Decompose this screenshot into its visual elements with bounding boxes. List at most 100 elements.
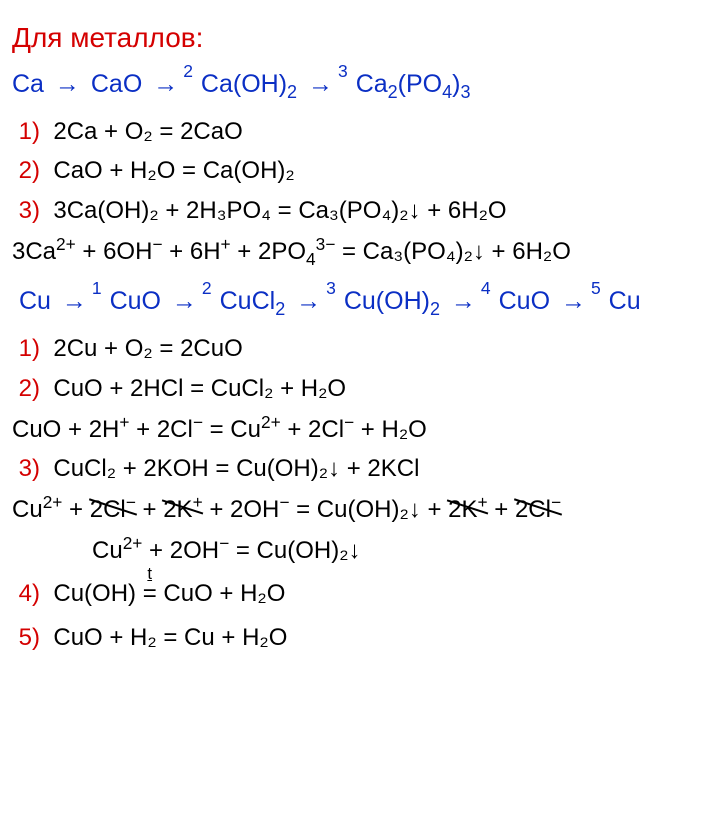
sub: 2 bbox=[275, 299, 285, 319]
cancelled-term: 2K+ bbox=[448, 489, 487, 528]
t: 3Ca bbox=[12, 238, 56, 265]
t: + 6H bbox=[163, 238, 221, 265]
chain1-node-3: Ca bbox=[356, 70, 388, 98]
t: + 2Cl bbox=[281, 416, 344, 443]
t: 2K bbox=[448, 496, 477, 523]
eq-body: 2Cu + O₂ = 2CuO bbox=[53, 335, 242, 362]
chain1-node-4: (PO bbox=[398, 70, 442, 98]
eq-body: CaO + H₂O = Ca(OH)₂ bbox=[53, 157, 294, 184]
t: = Cu(OH)₂↓ bbox=[229, 537, 360, 564]
chain1-node-1: CaO bbox=[91, 70, 142, 98]
step-label: 2 bbox=[183, 61, 193, 81]
chain2-node-2: CuCl bbox=[220, 287, 276, 315]
t: Cu(OH) bbox=[53, 580, 142, 607]
charge: + bbox=[221, 234, 231, 254]
eq-2-8: 5) CuO + H₂ = Cu + H₂O bbox=[12, 619, 708, 656]
sub: 4 bbox=[306, 249, 316, 269]
t: + 2OH bbox=[203, 496, 280, 523]
t: + 6OH bbox=[76, 238, 153, 265]
charge: − bbox=[126, 492, 136, 512]
eq-num: 3) bbox=[19, 455, 40, 482]
eq-body: 3Ca(OH)₂ + 2H₃PO₄ = Ca₃(PO₄)₂↓ + 6H₂O bbox=[53, 197, 506, 224]
cancelled-term: 2Cl− bbox=[515, 489, 561, 528]
charge: − bbox=[344, 412, 354, 432]
arrow-icon: → bbox=[55, 65, 80, 104]
t: + 2Cl bbox=[129, 416, 192, 443]
eq-num: 2) bbox=[19, 157, 40, 184]
charge: − bbox=[551, 492, 561, 512]
chain1-node-2: Ca(OH) bbox=[201, 70, 287, 98]
t: = Cu bbox=[203, 416, 261, 443]
eq-2-6-ionic-net: Cu2+ + 2OH− = Cu(OH)₂↓ bbox=[12, 530, 708, 569]
page-title: Для металлов: bbox=[12, 16, 708, 59]
step-label: 4 bbox=[481, 278, 491, 298]
charge: 3− bbox=[316, 234, 336, 254]
charge: − bbox=[279, 492, 289, 512]
t: + bbox=[488, 496, 515, 523]
sub: 4 bbox=[442, 82, 452, 102]
t: 2Cl bbox=[515, 496, 551, 523]
eq-2-2: 2) CuO + 2HCl = CuCl₂ + H₂O bbox=[12, 370, 708, 407]
chain-2: Cu →1 CuO →2 CuCl2 →3 Cu(OH)2 →4 CuO →5 … bbox=[12, 282, 708, 324]
charge: − bbox=[219, 533, 229, 553]
sub: 2 bbox=[430, 299, 440, 319]
charge: − bbox=[193, 412, 203, 432]
eq-num: 1) bbox=[19, 335, 40, 362]
arrow-icon: → bbox=[172, 282, 197, 321]
arrow-icon: → bbox=[561, 282, 586, 321]
eq-2-1: 1) 2Cu + O₂ = 2CuO bbox=[12, 330, 708, 367]
charge: − bbox=[152, 234, 162, 254]
eq-1-3: 3) 3Ca(OH)₂ + 2H₃PO₄ = Ca₃(PO₄)₂↓ + 6H₂O bbox=[12, 192, 708, 229]
eq-body: 2Ca + O₂ = 2CaO bbox=[53, 118, 242, 145]
eq-1-4-ionic: 3Ca2+ + 6OH− + 6H+ + 2PO43− = Ca₃(PO₄)₂↓… bbox=[12, 231, 708, 273]
eq-body: CuO + 2HCl = CuCl₂ + H₂O bbox=[53, 375, 346, 402]
eq-num: 3) bbox=[19, 197, 40, 224]
t: + 2OH bbox=[142, 537, 219, 564]
cancelled-term: 2K+ bbox=[163, 489, 202, 528]
charge: 2+ bbox=[261, 412, 281, 432]
charge: 2+ bbox=[56, 234, 76, 254]
t: + bbox=[136, 496, 163, 523]
chain2-node-3: Cu(OH) bbox=[344, 287, 430, 315]
chain2-node-1: CuO bbox=[110, 287, 161, 315]
t: 2K bbox=[163, 496, 192, 523]
arrow-icon: → bbox=[296, 282, 321, 321]
arrow-icon: → bbox=[308, 65, 333, 104]
arrow-icon: → bbox=[451, 282, 476, 321]
eq-2-4: 3) CuCl₂ + 2KOH = Cu(OH)₂↓ + 2KCl bbox=[12, 450, 708, 487]
eq-num: 1) bbox=[19, 118, 40, 145]
eq-num: 4) bbox=[19, 580, 40, 607]
chain2-node-0: Cu bbox=[19, 287, 51, 315]
t: = Ca₃(PO₄)₂↓ + 6H₂O bbox=[335, 238, 571, 265]
arrow-icon: → bbox=[153, 65, 178, 104]
heated-equals: = bbox=[143, 575, 157, 612]
chain2-node-4: CuO bbox=[499, 287, 550, 315]
t: Cu bbox=[12, 496, 43, 523]
step-label: 3 bbox=[326, 278, 336, 298]
t: + 2PO bbox=[231, 238, 306, 265]
charge: 2+ bbox=[43, 492, 63, 512]
t: CuO + H₂O bbox=[157, 580, 286, 607]
eq-2-3-ionic: CuO + 2H+ + 2Cl− = Cu2+ + 2Cl− + H₂O bbox=[12, 409, 708, 448]
t: + bbox=[62, 496, 89, 523]
sub: 2 bbox=[388, 82, 398, 102]
step-label: 1 bbox=[92, 278, 102, 298]
t: + H₂O bbox=[354, 416, 427, 443]
eq-body: CuCl₂ + 2KOH = Cu(OH)₂↓ + 2KCl bbox=[53, 455, 419, 482]
cancelled-term: 2Cl− bbox=[90, 489, 136, 528]
charge: + bbox=[478, 492, 488, 512]
charge: + bbox=[119, 412, 129, 432]
sub: 2 bbox=[287, 82, 297, 102]
step-label: 5 bbox=[591, 278, 601, 298]
chain2-node-5: Cu bbox=[609, 287, 641, 315]
eq-2-5-ionic-full: Cu2+ + 2Cl− + 2K+ + 2OH− = Cu(OH)₂↓ + 2K… bbox=[12, 489, 708, 528]
sub: 3 bbox=[460, 82, 470, 102]
eq-num: 5) bbox=[19, 624, 40, 651]
step-label: 3 bbox=[338, 61, 348, 81]
t: Cu bbox=[92, 537, 123, 564]
chain-1: Ca → CaO →2 Ca(OH)2 →3 Ca2(PO4)3 bbox=[12, 65, 708, 107]
eq-1-1: 1) 2Ca + O₂ = 2CaO bbox=[12, 113, 708, 150]
charge: 2+ bbox=[123, 533, 143, 553]
t: = Cu(OH)₂↓ + bbox=[289, 496, 448, 523]
chain1-node-0: Ca bbox=[12, 70, 44, 98]
